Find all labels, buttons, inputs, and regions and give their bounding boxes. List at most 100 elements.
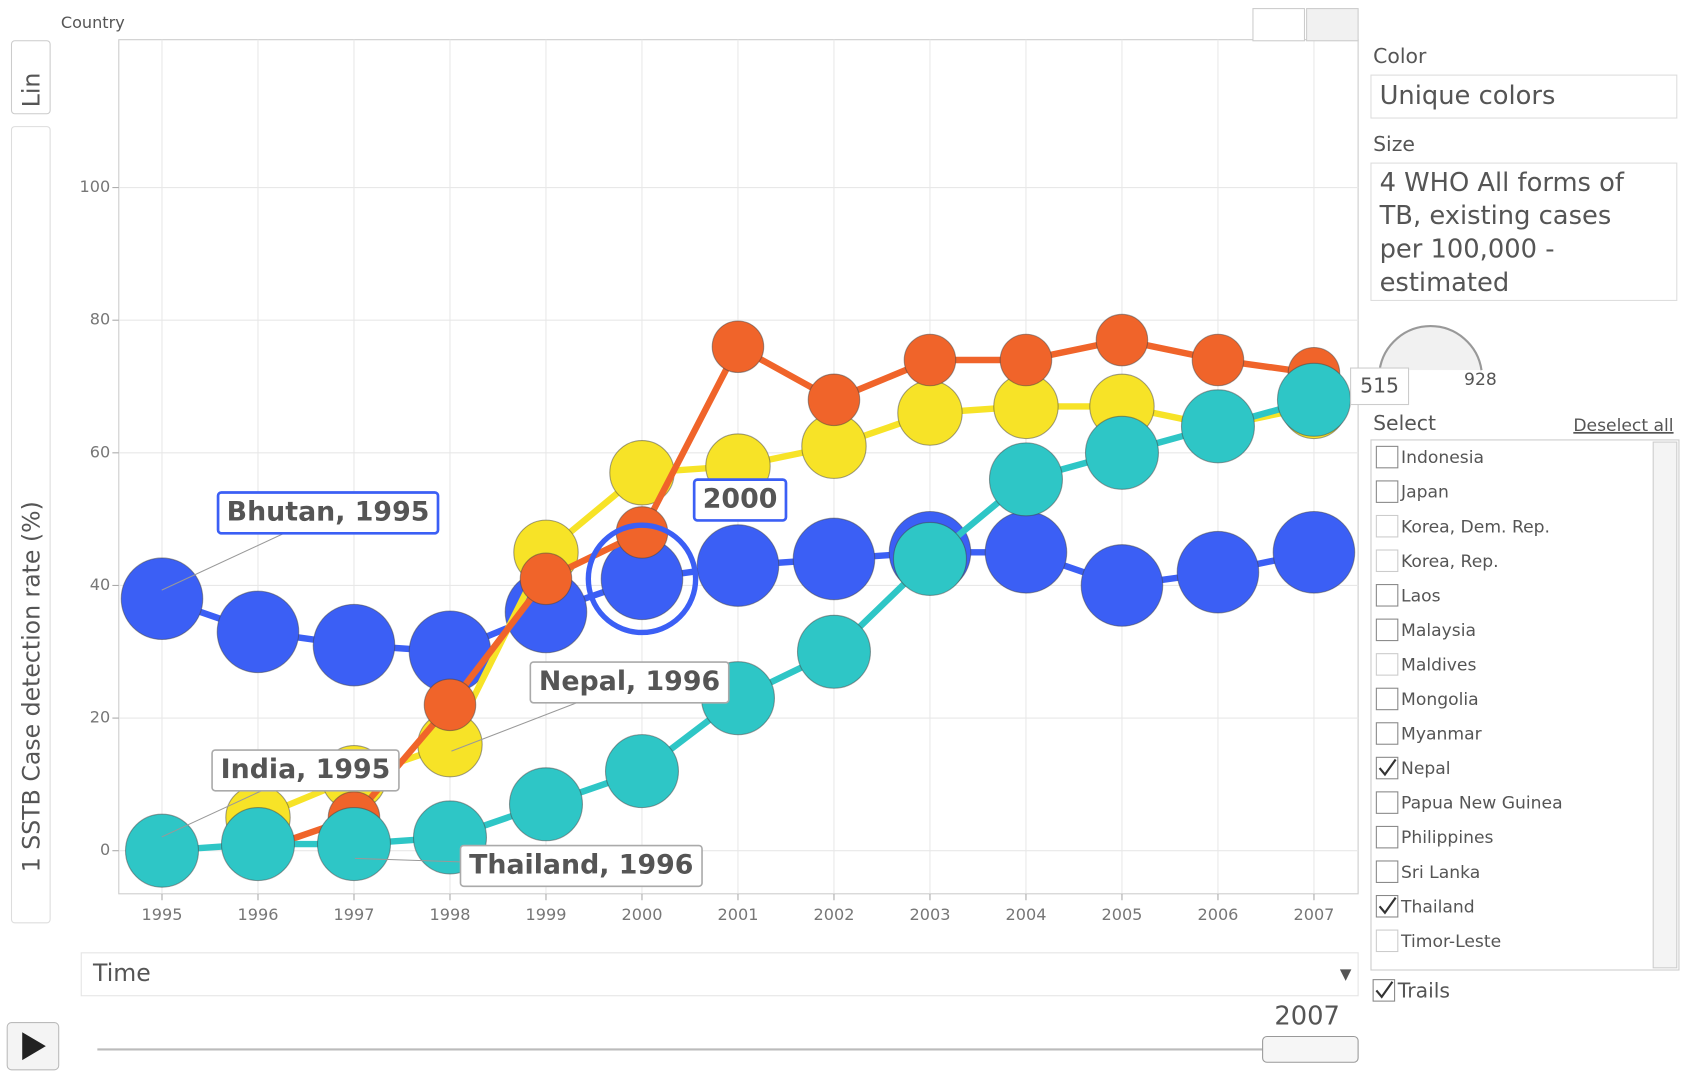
country-name[interactable]: Malaysia bbox=[1401, 621, 1476, 641]
country-name[interactable]: Japan bbox=[1400, 483, 1449, 503]
bubble[interactable] bbox=[1272, 510, 1356, 594]
country-name[interactable]: Thailand bbox=[1400, 897, 1475, 917]
scrollbar[interactable] bbox=[1652, 441, 1678, 969]
bubble[interactable] bbox=[124, 813, 200, 888]
x-tick-label: 2002 bbox=[814, 905, 855, 924]
bubble[interactable] bbox=[711, 320, 765, 374]
x-tick-label: 1995 bbox=[142, 905, 183, 924]
country-name[interactable]: Myanmar bbox=[1401, 725, 1483, 745]
x-tick-label: 1999 bbox=[526, 905, 567, 924]
country-name[interactable]: Papua New Guinea bbox=[1401, 794, 1563, 814]
checkbox[interactable] bbox=[1375, 480, 1399, 503]
checkbox[interactable] bbox=[1375, 825, 1399, 849]
bubble[interactable] bbox=[604, 734, 679, 809]
y-axis-selector[interactable] bbox=[10, 126, 51, 924]
bubble[interactable] bbox=[903, 333, 957, 387]
checkbox[interactable] bbox=[1375, 618, 1399, 642]
x-tick-label: 2003 bbox=[910, 905, 951, 924]
checkbox[interactable] bbox=[1375, 549, 1399, 573]
x-axis-selector[interactable] bbox=[80, 952, 1359, 997]
size-min: 515 bbox=[1360, 373, 1399, 397]
bubble[interactable] bbox=[615, 506, 669, 559]
checkmark bbox=[1378, 758, 1397, 777]
country-name[interactable]: Indonesia bbox=[1401, 448, 1484, 468]
checkbox[interactable] bbox=[1375, 514, 1399, 538]
time-slider-handle[interactable] bbox=[1262, 1035, 1359, 1063]
color-value: Unique colors bbox=[1380, 81, 1556, 111]
bubble[interactable] bbox=[508, 767, 584, 842]
bubble[interactable] bbox=[984, 510, 1068, 594]
country-name[interactable]: Sri Lanka bbox=[1401, 863, 1480, 883]
x-tick-label: 1998 bbox=[430, 905, 471, 924]
bubble[interactable] bbox=[892, 521, 967, 596]
select-label: Select bbox=[1373, 411, 1436, 435]
checkbox[interactable] bbox=[1375, 687, 1399, 711]
country-name[interactable]: Mongolia bbox=[1401, 690, 1479, 710]
deselect-all[interactable]: Deselect all bbox=[1573, 416, 1673, 436]
bubble[interactable] bbox=[897, 380, 963, 446]
checkbox[interactable] bbox=[1375, 445, 1399, 469]
country-name[interactable]: Laos bbox=[1401, 586, 1441, 606]
bubble[interactable] bbox=[1095, 313, 1149, 367]
bubble[interactable] bbox=[999, 333, 1053, 387]
annotation-box bbox=[459, 844, 703, 888]
bubble[interactable] bbox=[1180, 389, 1255, 464]
bubble[interactable] bbox=[796, 614, 871, 689]
bubble[interactable] bbox=[1084, 415, 1159, 490]
annotation: India, 1995 bbox=[221, 754, 391, 785]
scale-toggle-label: Lin bbox=[17, 73, 45, 108]
bubble[interactable] bbox=[316, 807, 392, 882]
checkbox[interactable] bbox=[1375, 791, 1399, 814]
play-icon bbox=[22, 1032, 46, 1061]
scale-toggle[interactable] bbox=[10, 40, 51, 115]
country-name[interactable]: Korea, Dem. Rep. bbox=[1401, 517, 1550, 537]
bubble[interactable] bbox=[1176, 530, 1260, 614]
x-tick-label: 2000 bbox=[622, 905, 663, 924]
country-name[interactable]: Nepal bbox=[1401, 759, 1451, 779]
checkmark bbox=[1375, 981, 1394, 999]
bubble[interactable] bbox=[1191, 333, 1245, 387]
bubble[interactable] bbox=[1276, 362, 1351, 437]
annotation-box bbox=[211, 749, 400, 792]
bubble[interactable] bbox=[792, 517, 876, 601]
y-tick-label: 60 bbox=[90, 442, 110, 461]
checkbox[interactable] bbox=[1375, 653, 1399, 676]
annotation: Thailand, 1996 bbox=[469, 849, 693, 880]
size-value: per 100,000 - bbox=[1380, 235, 1555, 265]
country-name[interactable]: Maldives bbox=[1401, 655, 1476, 675]
country-name[interactable]: Korea, Rep. bbox=[1401, 552, 1499, 572]
color-dropdown[interactable] bbox=[1370, 74, 1678, 119]
x-axis-label: Country bbox=[61, 13, 125, 32]
bubble[interactable] bbox=[1080, 544, 1164, 627]
bubble[interactable] bbox=[216, 590, 300, 674]
size-max: 928 bbox=[1464, 370, 1497, 390]
bubble[interactable] bbox=[312, 603, 396, 687]
size-value: TB, existing cases bbox=[1379, 201, 1612, 231]
bubble[interactable] bbox=[696, 524, 780, 607]
checkbox[interactable] bbox=[1375, 584, 1399, 607]
bubble[interactable] bbox=[220, 807, 296, 882]
bar-tab[interactable] bbox=[1306, 8, 1359, 42]
country-name[interactable]: Timor-Leste bbox=[1400, 932, 1501, 952]
bubble[interactable] bbox=[120, 557, 204, 641]
annotation-box bbox=[216, 491, 440, 535]
size-dropdown[interactable] bbox=[1370, 162, 1678, 301]
bubble[interactable] bbox=[519, 552, 573, 606]
trails-label: Trails bbox=[1397, 978, 1450, 1002]
size-value: 4 WHO All forms of bbox=[1380, 168, 1625, 198]
country-name[interactable]: Philippines bbox=[1401, 828, 1493, 848]
bubble-tab[interactable] bbox=[1252, 8, 1305, 42]
y-axis-label: 1 SSTB Case detection rate (%) bbox=[17, 501, 45, 872]
checkbox[interactable] bbox=[1375, 722, 1399, 745]
color-label: Color bbox=[1373, 44, 1427, 68]
y-tick-label: 0 bbox=[100, 840, 110, 859]
annotation-box bbox=[529, 661, 730, 704]
checkbox[interactable] bbox=[1375, 929, 1399, 953]
bubble[interactable] bbox=[423, 678, 477, 732]
bubble[interactable] bbox=[807, 373, 861, 427]
checkbox[interactable] bbox=[1375, 860, 1399, 883]
checkmark bbox=[1378, 897, 1397, 915]
x-tick-label: 2006 bbox=[1197, 905, 1238, 924]
bubble[interactable] bbox=[988, 442, 1063, 517]
